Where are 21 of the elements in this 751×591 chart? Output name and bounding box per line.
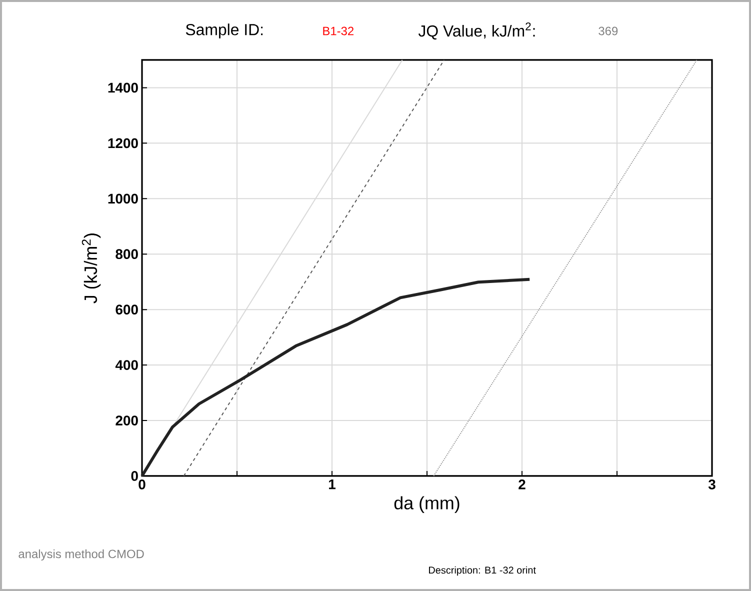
text: B1-32 [323, 26, 354, 36]
y-tick-label: 400 [115, 360, 138, 370]
y-tick-label: 600 [116, 304, 138, 315]
line-series [140, 278, 532, 478]
y-tick-label: 0 [131, 471, 138, 481]
y-tick-label: 200 [116, 416, 138, 426]
x-tick-label: 0 [138, 479, 146, 490]
y-tick-label: 800 [116, 249, 138, 260]
x-axis-title: da (mm) [394, 496, 460, 513]
x-tick-label: 3 [708, 479, 716, 490]
y-tick-label: 1200 [108, 138, 138, 148]
text: analysis method CMOD [18, 549, 144, 561]
x-tick-label: 1 [329, 480, 336, 490]
y-axis-title: J (kJ/m$^{2}$) [82, 233, 101, 304]
text: Sample ID: [186, 24, 263, 38]
y-tick-label: 1000 [108, 194, 138, 204]
text: JQ Value, kJ/m$^{2}$: [418, 22, 535, 40]
text: 369 [598, 26, 618, 36]
x-tick-label: 2 [518, 479, 526, 490]
y-tick-label: 1400 [108, 82, 138, 93]
text: Description: B1 -32 orint [429, 566, 536, 576]
